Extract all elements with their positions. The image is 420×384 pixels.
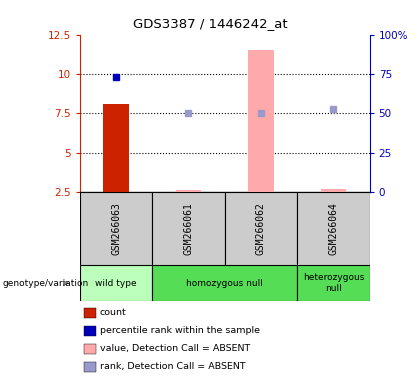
Text: genotype/variation: genotype/variation [2,279,88,288]
Text: rank, Detection Call = ABSENT: rank, Detection Call = ABSENT [100,362,246,371]
Text: wild type: wild type [95,279,137,288]
Bar [297,265,370,301]
Text: GSM266061: GSM266061 [184,202,194,255]
Text: homozygous null: homozygous null [186,279,263,288]
Text: GSM266062: GSM266062 [256,202,266,255]
Bar [80,192,152,265]
Bar [321,189,346,192]
Text: GDS3387 / 1446242_at: GDS3387 / 1446242_at [133,17,287,30]
Text: heterozygous
null: heterozygous null [303,273,364,293]
Bar [225,192,297,265]
Text: GSM266064: GSM266064 [328,202,339,255]
Bar [248,50,273,192]
Bar [152,192,225,265]
Bar [80,265,152,301]
Bar [176,190,201,192]
Text: count: count [100,308,127,317]
Text: value, Detection Call = ABSENT: value, Detection Call = ABSENT [100,344,250,353]
Text: GSM266063: GSM266063 [111,202,121,255]
Bar [152,265,297,301]
Text: percentile rank within the sample: percentile rank within the sample [100,326,260,335]
Bar [297,192,370,265]
Bar [103,104,129,192]
